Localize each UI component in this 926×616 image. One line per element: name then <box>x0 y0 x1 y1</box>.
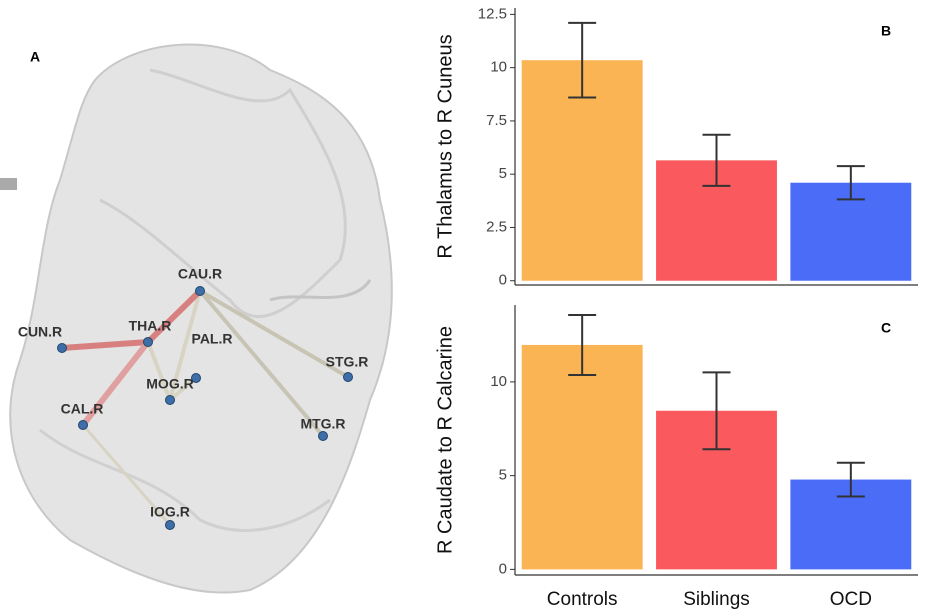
y-tick-label: 7.5 <box>486 112 507 129</box>
x-tick-label: Siblings <box>683 589 750 610</box>
y-tick-label: 0 <box>499 560 507 577</box>
bar <box>522 345 643 569</box>
node-label: IOG.R <box>150 504 190 520</box>
figure: CUN.R THA.R CAU.R PAL.R MOG.R STG.R CAL.R MTG.R… <box>0 0 926 616</box>
panel-label: A <box>30 49 40 65</box>
panel-label: C <box>881 320 891 336</box>
node-label: STG.R <box>326 354 369 370</box>
y-axis-title: R Caudate to R Calcarine <box>434 326 456 554</box>
y-axis-title: R Thalamus to R Cuneus <box>434 34 456 258</box>
node <box>166 521 175 530</box>
panel-label: B <box>881 23 891 39</box>
node <box>144 338 153 347</box>
node-label: PAL.R <box>192 331 233 347</box>
node <box>166 396 175 405</box>
y-tick-label: 2.5 <box>486 218 507 235</box>
y-tick-label: 0 <box>499 272 507 289</box>
side-marker <box>0 178 17 190</box>
y-tick-label: 10 <box>490 373 507 390</box>
node-label: MTG.R <box>300 416 345 432</box>
node <box>196 287 205 296</box>
node-label: THA.R <box>129 318 172 334</box>
node <box>344 373 353 382</box>
node <box>79 421 88 430</box>
x-tick-label: OCD <box>830 589 872 610</box>
node-label: CAL.R <box>61 401 104 417</box>
x-tick-label: Controls <box>547 589 618 610</box>
node-label: CUN.R <box>18 324 62 340</box>
y-tick-label: 5 <box>499 467 507 484</box>
charts: 0 2.5 5 7.5 10 12.5 R Thalamus to R Cuneus B 0 5 1… <box>434 5 918 610</box>
y-tick-label: 10 <box>490 59 507 76</box>
node-label: MOG.R <box>146 376 193 392</box>
node-label: CAU.R <box>178 266 222 282</box>
brain <box>10 45 392 593</box>
y-tick-label: 12.5 <box>478 5 507 22</box>
node <box>319 432 328 441</box>
node <box>58 344 67 353</box>
y-tick-label: 5 <box>499 165 507 182</box>
